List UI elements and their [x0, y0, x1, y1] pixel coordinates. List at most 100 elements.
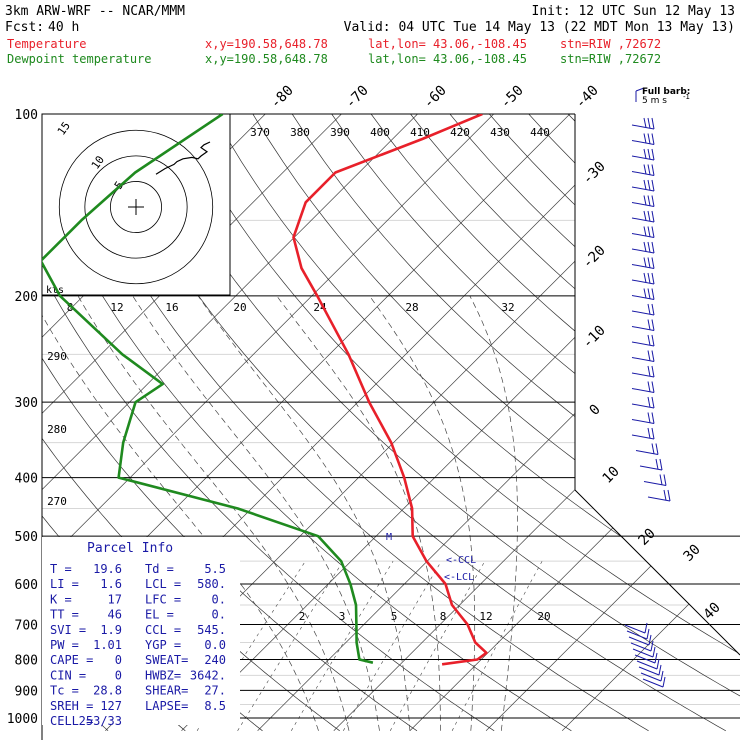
hodograph-ring-label: 15 — [55, 119, 73, 137]
isotherm-label: -70 — [343, 83, 372, 112]
parcel-field-label: SHEAR= — [145, 684, 188, 698]
parcel-info-panel: Parcel Info T = 19.6 Td = 5.5 LI = 1.6 LCL = 58… — [42, 537, 240, 728]
barb-key-flag-icon — [635, 87, 645, 92]
wind-barb-icon — [631, 365, 655, 378]
wind-barb-icon — [634, 652, 658, 664]
parcel-field-label: LAPSE= — [145, 699, 188, 713]
parcel-field-value: 1.6 — [100, 577, 122, 591]
fcst-label: Fcst: — [5, 20, 44, 35]
parcel-field-label: T = — [50, 562, 72, 576]
wind-barb-icon — [647, 489, 671, 502]
wind-barb-icon — [631, 334, 655, 347]
parcel-field-label: CIN = — [50, 668, 86, 682]
wind-barb-icon — [631, 272, 655, 285]
wind-barb-icon — [632, 646, 656, 658]
parcel-field-value: 5.5 — [204, 562, 226, 576]
isotherm-label: -40 — [573, 83, 602, 112]
valid-time: Valid: 04 UTC Tue 14 May 13 (22 MDT Mon … — [344, 20, 735, 35]
wind-barb-icon — [631, 412, 655, 424]
wind-barb-icon — [639, 458, 663, 471]
parcel-field-label: Td = — [145, 562, 174, 576]
parcel-field-value: 240 — [204, 653, 226, 667]
parcel-field-label: SVI = — [50, 623, 86, 637]
pressure-tick-label: 900 — [15, 684, 38, 699]
parcel-panel-bg — [42, 537, 240, 725]
wind-barb-icon — [631, 195, 655, 207]
parcel-field-value: 0 — [115, 668, 122, 682]
wind-barb-icon — [631, 257, 655, 269]
hodograph-ring — [58, 129, 214, 285]
wind-barb-icon — [631, 133, 655, 145]
parcel-field-value: 28.8 — [93, 684, 122, 698]
legend-temperature-stn: stn=RIW ,72672 — [560, 37, 661, 51]
parcel-field-label: TT = — [50, 608, 79, 622]
theta-label: 430 — [490, 126, 510, 139]
pressure-tick-label: 600 — [15, 578, 38, 593]
theta-left-label: 270 — [47, 495, 67, 508]
marker-m: M — [386, 532, 392, 543]
pressure-tick-label: 700 — [15, 618, 38, 633]
theta-e-label: 28 — [405, 301, 418, 314]
legend-temperature-xy: x,y=190.58,648.78 — [205, 37, 328, 51]
temperature-profile — [292, 114, 488, 666]
mixing-ratio-label: 12 — [479, 610, 492, 623]
pressure-tick-label: 800 — [15, 653, 38, 668]
wind-barb-icon — [642, 676, 666, 688]
mixing-ratio-label: 8 — [440, 610, 447, 623]
theta-label: 440 — [530, 126, 550, 139]
right-axis — [574, 114, 740, 656]
wind-barb-icon — [631, 288, 655, 300]
wind-barb-icon — [624, 622, 648, 634]
parcel-field-value: 0 — [115, 653, 122, 667]
hodograph-ring-label: 10 — [89, 153, 107, 171]
legend-dewpoint: Dewpoint temperature — [7, 52, 152, 66]
parcel-field-label: EL = — [145, 608, 174, 622]
parcel-field-value: 0. — [212, 592, 226, 606]
parcel-field-value: 0.0 — [204, 638, 226, 652]
lcl-marker: <-LCL — [444, 572, 474, 583]
parcel-field-label: LCL = — [145, 577, 181, 591]
parcel-field-value: 46 — [108, 608, 122, 622]
wind-barb-icon — [628, 634, 652, 646]
isotherm-label: -10 — [580, 323, 609, 352]
wind-barb-icon — [636, 658, 660, 670]
dewpoint-profile — [42, 114, 374, 664]
isotherm-label: -60 — [421, 83, 450, 112]
wind-barb-icon — [631, 164, 655, 176]
isotherm-label: 0 — [587, 402, 604, 419]
pressure-tick-label: 500 — [15, 530, 38, 545]
legend-dewpoint-stn: stn=RIW ,72672 — [560, 52, 661, 66]
theta-e-label: 8 — [67, 301, 74, 314]
parcel-field-value: 3642. — [190, 668, 226, 682]
theta-left-label: 280 — [47, 423, 67, 436]
wind-barb-icon — [635, 443, 659, 455]
parcel-field-label: YGP = — [145, 638, 181, 652]
legend-dewpoint-xy: x,y=190.58,648.78 — [205, 52, 328, 66]
pressure-tick-label: 300 — [15, 396, 38, 411]
pressure-tick-label: 200 — [15, 290, 38, 305]
parcel-field-value: 0. — [212, 608, 226, 622]
parcel-field-value: 253/33 — [79, 714, 122, 728]
isotherm-label: -50 — [498, 83, 527, 112]
theta-label: 400 — [370, 126, 390, 139]
init-time: Init: 12 UTC Sun 12 May 13 — [532, 4, 736, 19]
theta-label: 420 — [450, 126, 470, 139]
theta-label: 410 — [410, 126, 430, 139]
parcel-field-value: 127 — [100, 699, 122, 713]
hodograph-trace — [155, 141, 211, 175]
theta-e-label: 20 — [233, 301, 246, 314]
theta-label: 390 — [330, 126, 350, 139]
barb-key-label: Full barb: — [642, 87, 690, 97]
wind-barb-icon — [631, 319, 655, 331]
wind-barb-icon — [631, 303, 655, 316]
wind-barb-icon — [631, 148, 655, 161]
parcel-field-label: K = — [50, 592, 72, 606]
mixing-ratio-label: 3 — [339, 610, 346, 623]
theta-e-label: 16 — [165, 301, 178, 314]
ccl-marker: <-CCL — [446, 555, 476, 566]
parcel-field-label: CCL = — [145, 623, 181, 637]
parcel-field-label: Tc = — [50, 684, 79, 698]
